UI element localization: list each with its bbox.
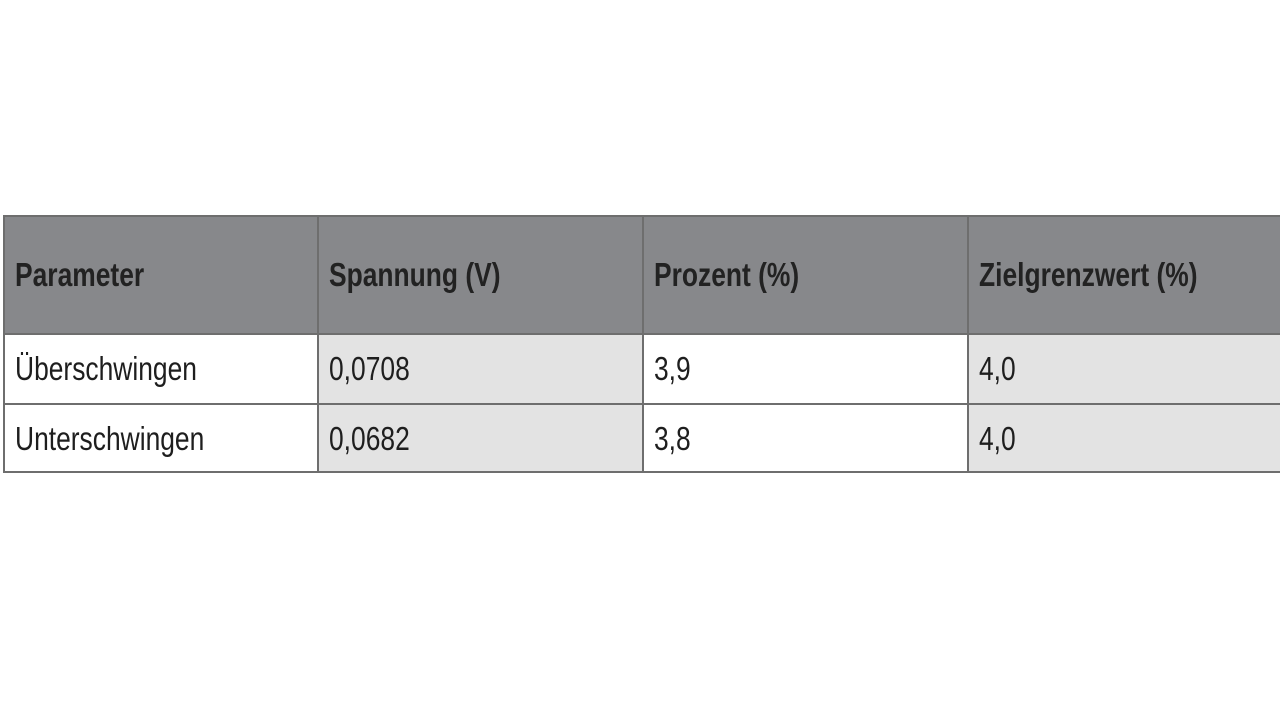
cell-text: Zielgrenzwert (%) <box>979 256 1198 293</box>
header-cell: Prozent (%) <box>642 215 967 333</box>
cell-text: Spannung (V) <box>329 256 501 293</box>
cell-text: 3,8 <box>654 420 691 457</box>
table-cell: 4,0 <box>967 333 1280 403</box>
header-cell: Zielgrenzwert (%) <box>967 215 1280 333</box>
table-cell: 0,0708 <box>317 333 642 403</box>
table-cell: 4,0 <box>967 403 1280 473</box>
table-cell: 0,0682 <box>317 403 642 473</box>
cell-text: 4,0 <box>979 420 1016 457</box>
header-cell: Spannung (V) <box>317 215 642 333</box>
cell-text: 3,9 <box>654 350 691 387</box>
cell-text: Überschwingen <box>15 350 197 387</box>
cell-text: Unterschwingen <box>15 420 205 457</box>
table-cell: 3,9 <box>642 333 967 403</box>
cell-text: 0,0682 <box>329 420 410 457</box>
header-cell: Parameter <box>3 215 317 333</box>
table-cell: Unterschwingen <box>3 403 317 473</box>
cell-text: 0,0708 <box>329 350 410 387</box>
table: Parameter Spannung (V) Prozent (%) Zielgren… <box>3 215 1280 473</box>
table-cell: Überschwingen <box>3 333 317 403</box>
table-cell: 3,8 <box>642 403 967 473</box>
cell-text: Parameter <box>15 256 145 293</box>
table-border <box>3 471 1280 473</box>
cell-text: 4,0 <box>979 350 1016 387</box>
cell-text: Prozent (%) <box>654 256 800 293</box>
